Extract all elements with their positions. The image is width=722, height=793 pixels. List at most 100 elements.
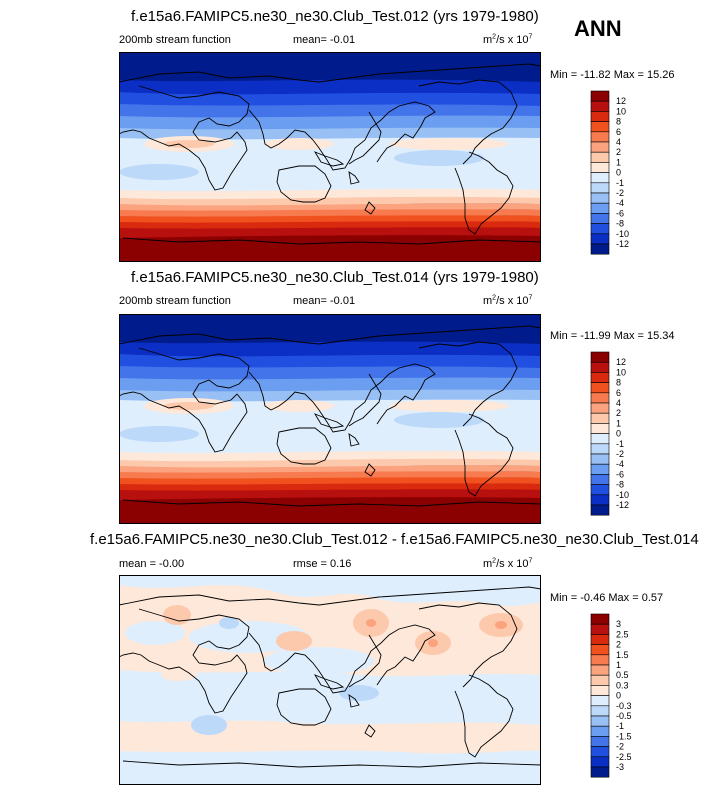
colorbar-box xyxy=(590,463,610,475)
colorbar-tick-label: -1 xyxy=(616,439,624,449)
panel1-minmax: Min = -11.82 Max = 15.26 xyxy=(550,69,675,81)
colorbar-tick-label: -6 xyxy=(616,208,624,218)
panel3-mean-label: mean = -0.00 xyxy=(119,558,185,570)
colorbar-tick-label: 6 xyxy=(616,127,621,137)
colorbar-tick-label: 0.3 xyxy=(616,680,629,690)
colorbar-tick-label: 2 xyxy=(616,640,621,650)
colorbar-box xyxy=(590,474,610,485)
colorbar-box xyxy=(590,705,610,717)
map-panel-1 xyxy=(118,52,542,262)
panel2-mean-label: mean= -0.01 xyxy=(293,295,356,307)
colorbar-box xyxy=(590,182,610,194)
colorbar-tick-label: -0.3 xyxy=(616,701,632,711)
colorbar-box xyxy=(590,172,610,184)
colorbar-tick-label: -0.5 xyxy=(616,711,632,721)
colorbar-tick-label: 10 xyxy=(616,367,626,377)
colorbar-tick-label: -1.5 xyxy=(616,731,632,741)
colorbar-tick-label: -2 xyxy=(616,742,624,752)
colorbar-box xyxy=(590,746,610,758)
colorbar-tick-label: 0 xyxy=(616,429,621,439)
colorbar-box xyxy=(590,623,610,635)
colorbar-box xyxy=(590,736,610,747)
colorbar-box xyxy=(590,484,610,496)
colorbar-tick-label: 12 xyxy=(616,96,626,106)
panel2-units: m2/s x 107 xyxy=(483,294,533,307)
colorbar-box xyxy=(590,361,610,373)
colorbar-box xyxy=(590,243,610,255)
colorbar-tick-label: -4 xyxy=(616,459,624,469)
colorbar-tick-label: 0 xyxy=(616,168,621,178)
colorbar-box xyxy=(590,372,610,383)
panel1-left-label: 200mb stream function xyxy=(119,34,231,46)
colorbar-box xyxy=(590,131,610,143)
colorbar-box xyxy=(590,392,610,404)
colorbar-box xyxy=(590,494,610,506)
panel2-title: f.e15a6.FAMIPC5.ne30_ne30.Club_Test.014 … xyxy=(131,269,539,286)
colorbar-box xyxy=(590,443,610,455)
colorbar-box xyxy=(590,223,610,235)
colorbar-tick-label: 1.5 xyxy=(616,650,629,660)
map-panel-2 xyxy=(118,314,542,524)
colorbar-tick-label: 8 xyxy=(616,378,621,388)
season-label: ANN xyxy=(574,16,622,41)
panel3-units: m2/s x 107 xyxy=(483,557,533,570)
colorbar-box xyxy=(590,351,610,363)
colorbar-tick-label: -12 xyxy=(616,500,629,510)
colorbar-box xyxy=(590,111,610,122)
colorbar-tick-label: 1 xyxy=(616,418,621,428)
colorbar-box xyxy=(590,756,610,768)
colorbar-box xyxy=(590,766,610,778)
colorbar-tick-label: -8 xyxy=(616,480,624,490)
colorbar-box xyxy=(590,233,610,245)
panel2-left-label: 200mb stream function xyxy=(119,295,231,307)
colorbar-box xyxy=(590,674,610,686)
colorbar-tick-label: -8 xyxy=(616,219,624,229)
colorbar-tick-label: -2.5 xyxy=(616,752,632,762)
colorbar-tick-label: 12 xyxy=(616,357,626,367)
colorbar-box xyxy=(590,664,610,676)
panel2-minmax: Min = -11.99 Max = 15.34 xyxy=(550,330,675,342)
colorbar-tick-label: -3 xyxy=(616,762,624,772)
map-panel-3 xyxy=(118,575,542,785)
colorbar-box xyxy=(590,504,610,516)
colorbar-tick-label: 6 xyxy=(616,388,621,398)
colorbar-box xyxy=(590,685,610,696)
colorbar-box xyxy=(590,382,610,394)
colorbar-tick-label: 8 xyxy=(616,117,621,127)
colorbar-tick-label: 0.5 xyxy=(616,670,629,680)
colorbar-box xyxy=(590,423,610,434)
colorbar-box xyxy=(590,162,610,173)
colorbar-tick-label: 0 xyxy=(616,691,621,701)
colorbar-tick-label: 2 xyxy=(616,408,621,418)
colorbar-tick-label: 2.5 xyxy=(616,629,629,639)
colorbar-box xyxy=(590,412,610,424)
colorbar-tick-label: -6 xyxy=(616,469,624,479)
coastlines xyxy=(118,325,542,507)
panel1-mean-label: mean= -0.01 xyxy=(293,34,356,46)
colorbar-tick-label: 2 xyxy=(616,147,621,157)
coastlines xyxy=(118,586,542,768)
colorbar-box xyxy=(590,695,610,707)
colorbar-tick-label: 1 xyxy=(616,660,621,670)
colorbar-box xyxy=(590,634,610,645)
panel3-title: f.e15a6.FAMIPC5.ne30_ne30.Club_Test.012 … xyxy=(90,531,699,548)
colorbar-box xyxy=(590,715,610,727)
colorbar-tick-label: 4 xyxy=(616,137,621,147)
colorbar-box xyxy=(590,100,610,112)
colorbar-box xyxy=(590,433,610,445)
colorbar-box xyxy=(590,644,610,656)
colorbar-box xyxy=(590,613,610,625)
colorbar-box xyxy=(590,192,610,204)
colorbar-box xyxy=(590,121,610,133)
colorbar-panel-3: 32.521.510.50.30-0.3-0.5-1-1.5-2-2.5-3 xyxy=(590,613,632,778)
colorbar-tick-label: 10 xyxy=(616,106,626,116)
colorbar-tick-label: 4 xyxy=(616,398,621,408)
colorbar-box xyxy=(590,202,610,214)
colorbar-tick-label: 3 xyxy=(616,619,621,629)
colorbar-box xyxy=(590,141,610,153)
colorbar-tick-label: -2 xyxy=(616,188,624,198)
colorbar-tick-label: -10 xyxy=(616,490,629,500)
colorbar-box xyxy=(590,453,610,465)
colorbar-tick-label: -12 xyxy=(616,239,629,249)
